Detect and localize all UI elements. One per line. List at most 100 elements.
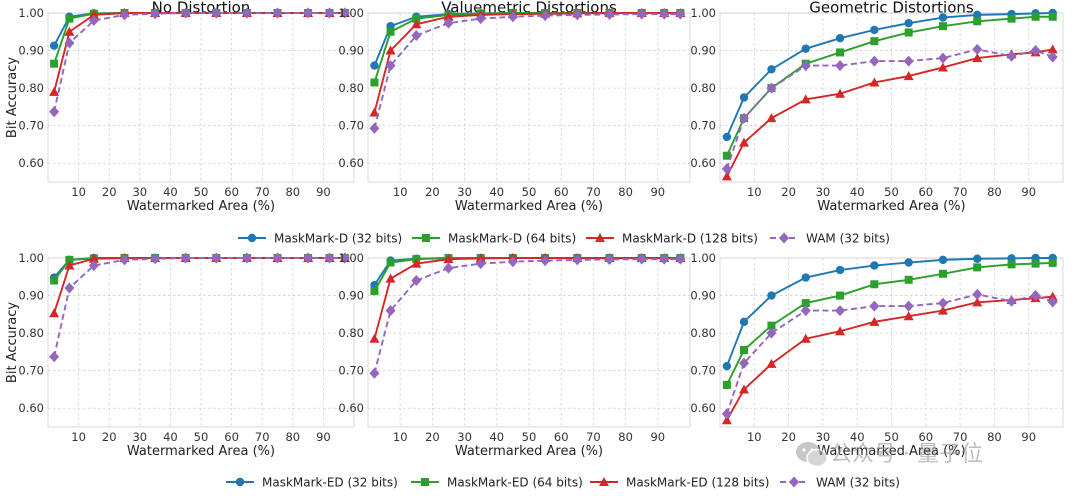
data-point [324,252,335,264]
x-tick-label: 70 [586,185,601,199]
legend-item: MaskMark-D (32 bits) [238,232,402,246]
x-tick-label: 60 [554,430,569,444]
data-point [272,252,283,264]
data-point [572,254,583,266]
y-tick-label: 0.70 [18,119,44,133]
x-tick-label: 20 [102,185,117,199]
x-tick-label: 60 [554,185,569,199]
data-point [766,113,777,123]
x-tick-label: 50 [884,185,899,199]
data-point [973,254,982,263]
data-point [766,82,777,94]
x-tick-label: 90 [1021,430,1036,444]
data-point [903,300,914,312]
data-point [739,384,750,394]
data-point [65,255,74,264]
data-point [88,9,99,19]
data-point [386,258,395,267]
x-tick-label: 10 [393,430,408,444]
series-line [725,12,1053,138]
data-point [972,43,983,55]
data-point [411,19,422,29]
data-point [870,261,879,270]
y-tick-label: 0.60 [338,401,364,415]
data-point [64,260,75,270]
legend-marker [779,232,789,244]
y-tick-label: 0.60 [690,401,716,415]
y-tick-label: 0.70 [338,119,364,133]
x-axis-label: Watermarked Area (%) [817,444,965,459]
data-point [721,171,732,181]
data-point [722,361,732,371]
wechat-icon [796,442,828,468]
legend-marker [421,478,429,486]
data-point [937,52,948,64]
x-tick-label: 40 [489,430,504,444]
data-point [835,60,846,72]
y-tick-label: 0.80 [690,81,716,95]
x-tick-label: 50 [884,430,899,444]
x-tick-label: 30 [457,430,472,444]
x-axis-label: Watermarked Area (%) [455,199,603,214]
data-point [1048,258,1057,267]
plot-frame [719,12,1064,183]
data-point [88,253,99,263]
data-point [870,37,879,46]
data-point [904,275,913,284]
data-point [767,321,776,330]
legend-label: WAM (32 bits) [816,476,900,490]
data-point [903,55,914,67]
data-point [443,262,454,274]
data-point [49,308,60,318]
y-tick-label: 0.80 [18,81,44,95]
data-point [973,10,982,20]
x-tick-label: 70 [953,185,968,199]
data-point [604,254,615,266]
data-point [801,273,810,282]
x-tick-label: 50 [194,430,209,444]
x-tick-label: 50 [522,430,537,444]
panels: 10 20 30 40 50 60 70 80 90 0.60 0.70 0.80 0.90 1.00 Wa… [5,0,1064,459]
data-point [636,8,647,20]
data-point [65,14,74,23]
x-tick-label: 20 [781,185,796,199]
data-point [903,311,914,321]
data-point [903,71,914,81]
data-point [1031,12,1040,21]
data-point [972,297,983,307]
x-tick-label: 80 [285,430,300,444]
x-tick-label: 30 [132,430,147,444]
data-point [49,106,60,118]
x-tick-label: 10 [393,185,408,199]
data-point [972,288,983,300]
data-point [937,305,948,315]
data-point [443,17,454,29]
y-tick-label: 0.90 [690,289,716,303]
data-point [836,291,845,300]
x-axis-label: Watermarked Area (%) [817,199,965,214]
data-point [721,163,732,175]
data-point [540,255,551,267]
y-tick-label: 0.80 [338,81,364,95]
x-tick-label: 20 [425,430,440,444]
data-point [475,258,486,270]
y-tick-label: 0.90 [18,289,44,303]
legend-marker [235,477,245,487]
y-tick-label: 0.70 [690,364,716,378]
data-point [150,253,161,265]
data-point [835,265,845,275]
chart-panel-2: 10 20 30 40 50 60 70 80 90 0.60 0.70 0.80 0.90 1.00 Wa… [338,0,691,214]
data-point [835,326,846,336]
legend-item: MaskMark-ED (64 bits) [411,476,583,490]
data-point [740,346,749,355]
x-tick-label: 40 [850,185,865,199]
data-point [241,252,252,264]
data-point [904,28,913,37]
data-point [739,112,750,124]
data-point [64,282,75,294]
data-point [722,132,732,142]
x-tick-label: 30 [816,185,831,199]
watermark-text: 公众号 · 量子位 [830,442,983,467]
legend-label: MaskMark-D (32 bits) [274,232,402,246]
